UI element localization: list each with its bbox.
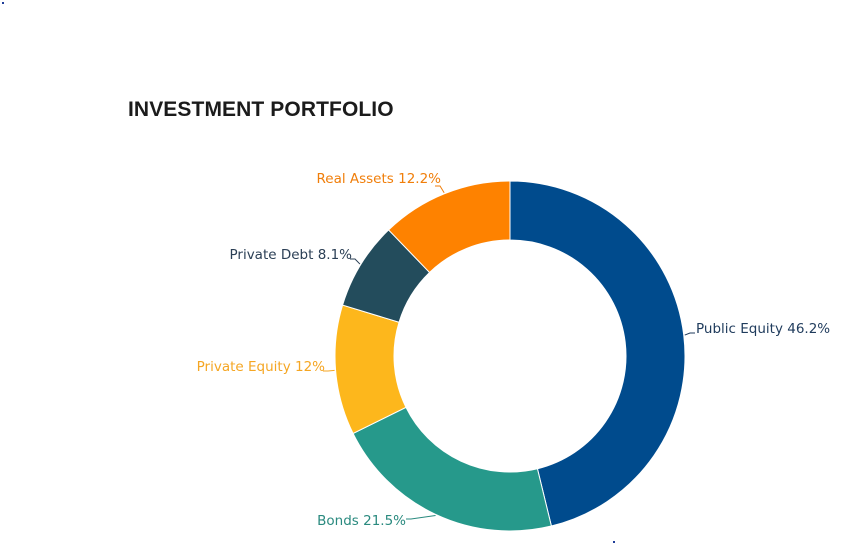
chart-slices — [334, 180, 686, 532]
data-label-bonds: Bonds 21.5% — [317, 513, 406, 529]
chart-data-labels: Public Equity 46.2% Bonds 21.5% Private Eq… — [197, 171, 831, 529]
leader-line-private-debt — [350, 258, 361, 265]
leader-line-real-assets — [435, 185, 445, 194]
chart-title: INVESTMENT PORTFOLIO — [128, 98, 394, 121]
corner-dot — [2, 2, 4, 4]
data-label-public-equity: Public Equity 46.2% — [696, 321, 830, 337]
slice-public-equity — [509, 180, 686, 527]
data-label-real-assets: Real Assets 12.2% — [316, 171, 441, 187]
chart-leader-lines — [323, 185, 695, 520]
leader-line-bonds — [406, 514, 436, 520]
leader-line-private-equity — [323, 369, 335, 372]
slice-real-assets — [387, 180, 511, 274]
bottom-dot — [613, 541, 615, 543]
data-label-private-equity: Private Equity 12% — [197, 359, 326, 375]
data-label-private-debt: Private Debt 8.1% — [229, 247, 352, 263]
leader-line-public-equity — [684, 332, 695, 336]
